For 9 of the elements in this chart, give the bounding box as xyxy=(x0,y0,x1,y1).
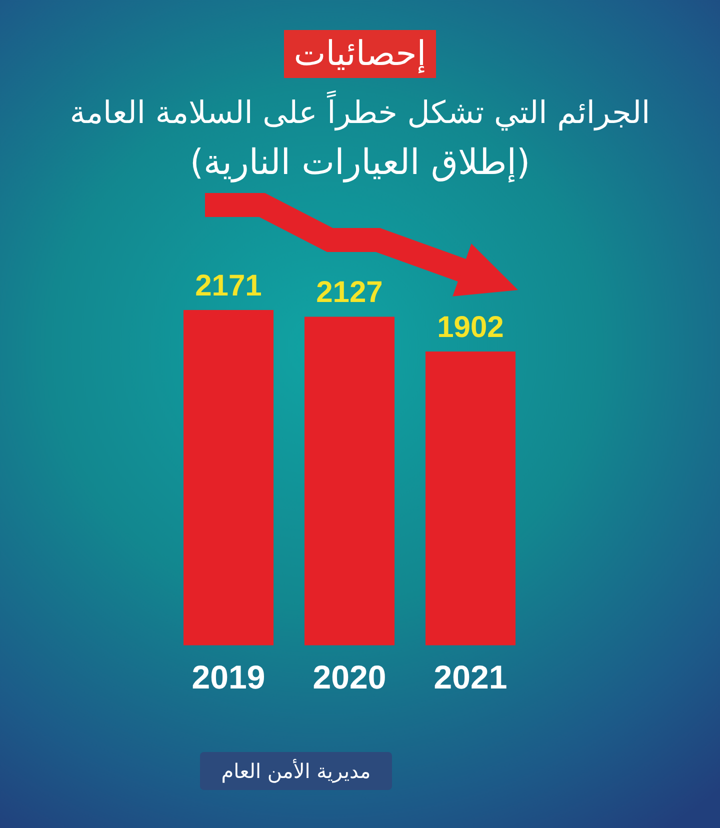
x-tick-label: 2020 xyxy=(312,658,386,696)
chart-subtitle: الجرائم التي تشكل خطراً على السلامة العامة (إطلاق العيارات النارية) xyxy=(68,91,652,185)
chart-title: إحصائيات xyxy=(284,30,436,78)
data-label: 1902 xyxy=(437,310,504,344)
text: مديرية الأمن العام xyxy=(200,752,392,790)
data-label: 2127 xyxy=(316,276,383,310)
x-tick-label: 2019 xyxy=(192,658,266,696)
x-tick-label: 2021 xyxy=(434,658,508,696)
data-label: 2171 xyxy=(195,269,262,302)
